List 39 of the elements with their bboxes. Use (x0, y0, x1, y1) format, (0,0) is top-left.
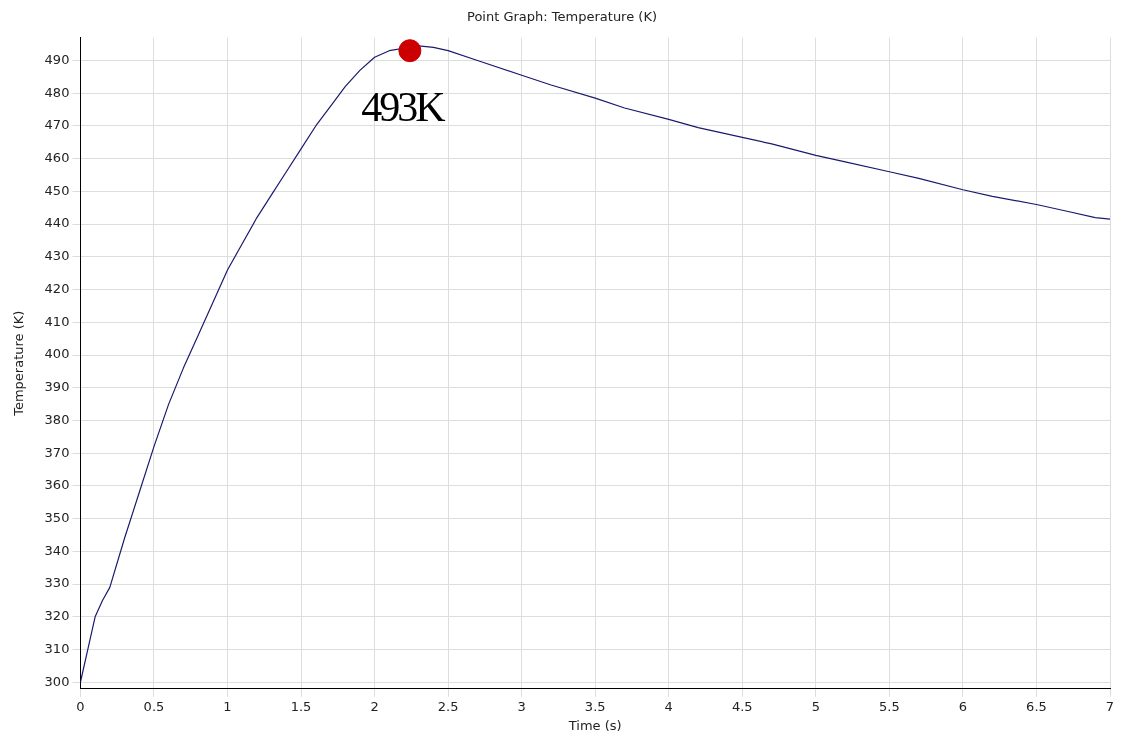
x-tick-label: 1 (223, 698, 232, 714)
x-tick-label: 6 (958, 698, 968, 714)
x-tick-label: 5.5 (879, 698, 900, 714)
annotation: 493K (361, 83, 446, 130)
x-tick-label: 4.5 (731, 698, 753, 714)
x-tick-label: 1.5 (290, 698, 312, 714)
y-tick-label: 420 (44, 280, 70, 296)
y-tick-label: 310 (44, 640, 70, 656)
x-tick-label: 3.5 (584, 698, 606, 714)
y-tick-label: 430 (44, 248, 70, 264)
y-tick-label: 390 (44, 379, 70, 395)
y-tick-label: 480 (44, 84, 70, 100)
x-tick-label: 4 (664, 698, 673, 714)
y-tick-label: 360 (44, 477, 70, 493)
y-tick-label: 490 (44, 51, 70, 67)
y-tick-label: 440 (44, 215, 70, 231)
y-tick-label: 300 (44, 673, 70, 689)
x-tick-label: 3 (517, 698, 526, 714)
x-tick-label: 6.5 (1026, 698, 1047, 714)
y-tick-label: 410 (44, 313, 70, 329)
y-tick-label: 370 (44, 444, 70, 460)
y-tick-label: 380 (44, 411, 70, 427)
y-tick-label: 450 (44, 182, 70, 198)
y-tick-label: 320 (44, 608, 70, 624)
x-tick-label: 7 (1105, 698, 1115, 714)
x-tick-label: 0.5 (143, 698, 165, 714)
y-axis-title: Temperature (K) (11, 310, 27, 417)
y-tick-label: 460 (44, 150, 70, 166)
y-tick-label: 470 (44, 117, 70, 133)
y-tick-label: 350 (44, 510, 70, 526)
y-tick-label: 340 (44, 542, 70, 558)
y-tick-label: 330 (44, 575, 70, 591)
chart-title: Point Graph: Temperature (K) (467, 9, 657, 25)
x-axis-title: Time (s) (567, 717, 622, 733)
x-tick-label: 2.5 (437, 698, 459, 714)
x-tick-label: 0 (76, 698, 85, 714)
y-tick-label: 400 (44, 346, 70, 362)
x-tick-label: 5 (811, 698, 820, 714)
x-tick-label: 2 (370, 698, 379, 714)
